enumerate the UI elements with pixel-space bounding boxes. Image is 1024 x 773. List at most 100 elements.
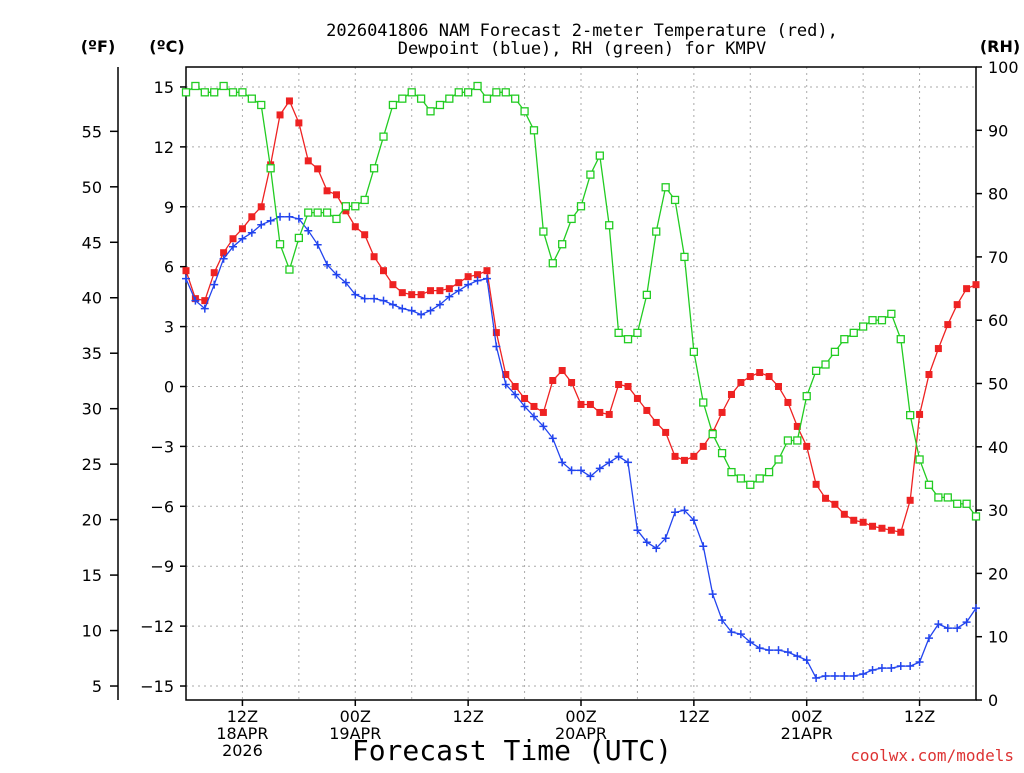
data-point (718, 616, 727, 625)
data-point (388, 300, 397, 309)
data-point (529, 412, 538, 421)
data-point (492, 342, 501, 351)
data-point (351, 223, 359, 231)
x-tick-label: 19APR (329, 724, 381, 743)
x-tick-label: 12Z (227, 707, 258, 726)
data-point (200, 304, 209, 313)
data-point (370, 253, 378, 261)
data-point (887, 664, 896, 673)
x-tick-label: 12Z (678, 707, 709, 726)
data-point (247, 94, 256, 103)
data-point (539, 422, 548, 431)
data-point (605, 221, 614, 230)
data-point (257, 220, 266, 229)
fahrenheit-tick-label: 45 (82, 233, 102, 252)
data-point (191, 296, 200, 305)
data-point (915, 658, 924, 667)
data-point (276, 111, 284, 119)
data-point (718, 408, 726, 416)
rh-tick-label: 40 (988, 438, 1008, 457)
fahrenheit-tick-label: 15 (82, 566, 102, 585)
data-point (417, 291, 425, 299)
data-point (379, 296, 388, 305)
data-point (906, 410, 915, 420)
data-point (812, 480, 820, 488)
data-point (943, 624, 952, 633)
data-point (492, 88, 501, 97)
x-tick-label: 2026 (222, 741, 263, 760)
data-point (633, 526, 642, 535)
data-point (436, 287, 444, 295)
data-point (925, 371, 933, 379)
data-point (323, 187, 331, 195)
data-point (586, 400, 594, 408)
data-point (586, 170, 595, 179)
data-point (360, 195, 369, 205)
data-point (596, 408, 604, 416)
data-point (877, 316, 887, 325)
fahrenheit-tick-label: 20 (82, 511, 102, 530)
chart-title-line2: Dewpoint (blue), RH (green) for KMPV (398, 39, 766, 59)
data-point (182, 274, 190, 283)
celsius-tick-label: 0 (164, 377, 174, 396)
data-point (342, 207, 350, 215)
data-point (755, 474, 764, 483)
data-point (370, 294, 379, 303)
data-point (219, 81, 228, 91)
celsius-tick-label: −12 (140, 617, 174, 636)
data-point (821, 672, 830, 681)
data-point (520, 107, 529, 116)
data-point (671, 508, 680, 517)
data-point (294, 233, 304, 243)
data-point (830, 672, 839, 681)
data-point (238, 234, 247, 243)
data-point (906, 496, 914, 504)
data-point (238, 225, 246, 233)
data-point (633, 394, 641, 402)
data-point (454, 286, 463, 295)
data-point (548, 434, 557, 443)
data-point (464, 273, 472, 281)
x-tick-label: 18APR (216, 724, 268, 743)
data-point (238, 88, 247, 97)
fahrenheit-tick-label: 35 (82, 344, 102, 363)
data-point (727, 467, 736, 477)
data-point (963, 285, 971, 293)
data-point (229, 242, 238, 251)
data-point (191, 81, 200, 91)
data-point (878, 524, 886, 532)
data-point (605, 410, 613, 418)
rh-tick-label: 90 (988, 121, 1008, 140)
data-point (210, 269, 218, 277)
data-point (323, 260, 332, 269)
data-point (765, 646, 774, 655)
data-point (661, 534, 670, 543)
data-point (614, 328, 623, 338)
rh-tick-label: 70 (988, 248, 1008, 267)
celsius-tick-label: −9 (150, 557, 174, 576)
data-point (247, 228, 256, 237)
data-point (586, 472, 595, 481)
data-point (680, 252, 689, 262)
rh-unit-label: (RH) (980, 37, 1020, 56)
data-point (229, 235, 237, 243)
data-point (614, 452, 623, 461)
data-point (736, 474, 746, 483)
data-point (257, 203, 265, 211)
celsius-tick-label: 12 (154, 138, 174, 157)
data-point (445, 285, 453, 293)
series-dewpoint (182, 212, 980, 683)
data-point (736, 630, 745, 639)
data-point (181, 88, 191, 97)
rh-tick-label: 30 (988, 501, 1008, 520)
data-point (859, 670, 868, 679)
x-tick-label: 20APR (555, 724, 607, 743)
data-point (389, 281, 397, 289)
data-point (380, 267, 387, 275)
rh-tick-label: 10 (988, 628, 1008, 647)
data-point (577, 400, 585, 408)
data-point (521, 394, 529, 402)
data-point (276, 212, 285, 221)
